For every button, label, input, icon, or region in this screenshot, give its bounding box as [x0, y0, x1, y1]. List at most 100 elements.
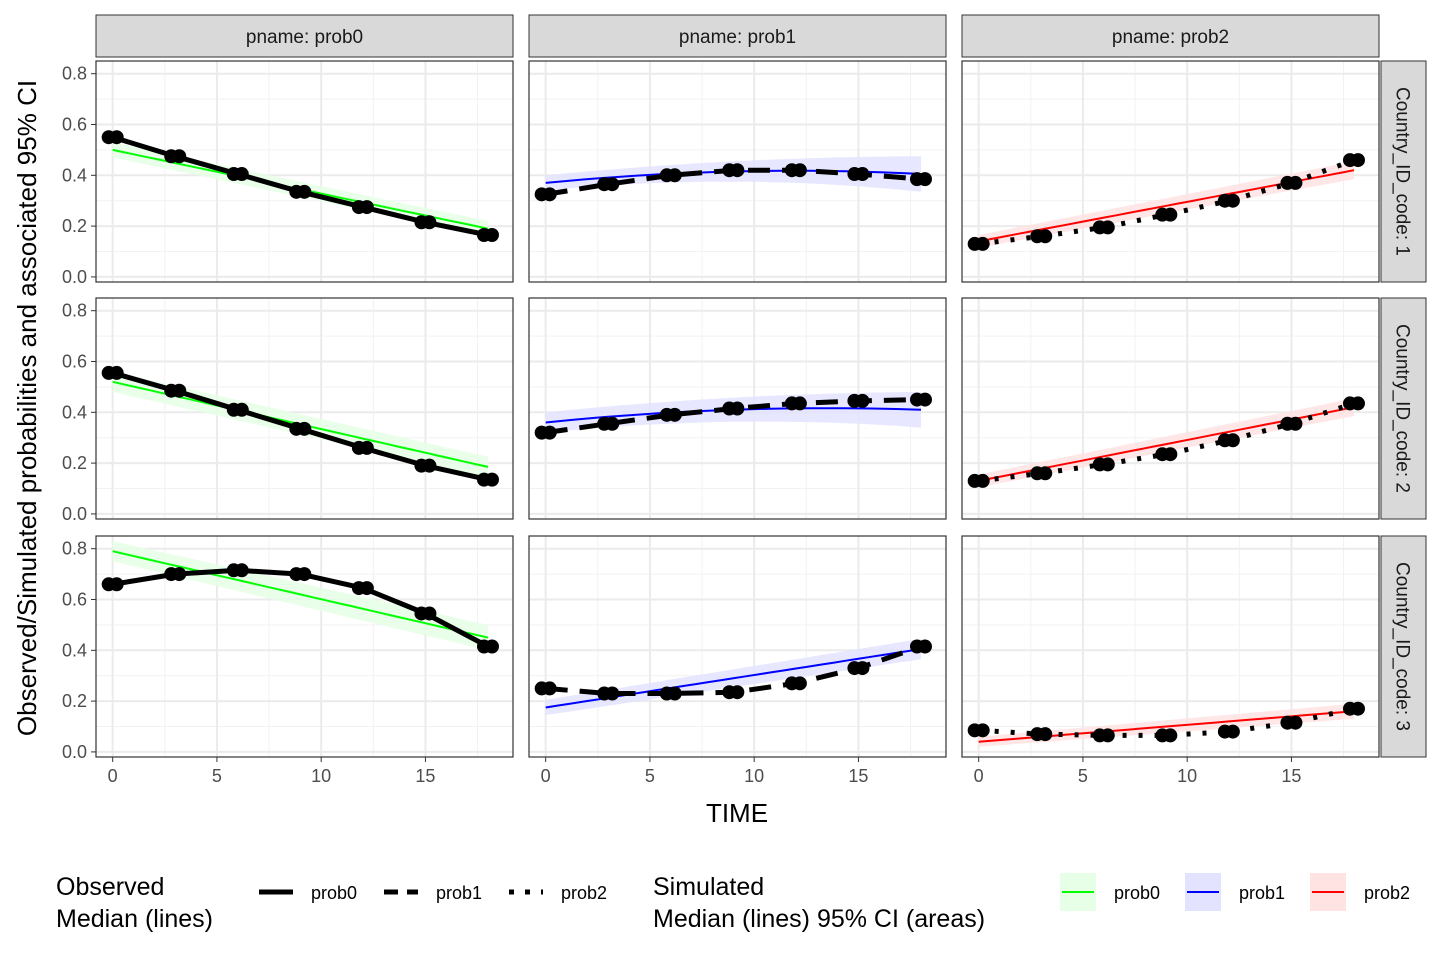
- observed-point: [917, 639, 932, 654]
- observed-point: [1100, 220, 1115, 235]
- panel-row3-prob1: 0 5 10 15: [528, 535, 947, 786]
- observed-point: [542, 681, 557, 696]
- x-tick-label: 0: [974, 766, 984, 786]
- observed-point: [359, 581, 374, 596]
- observed-point: [1163, 207, 1178, 222]
- observed-point: [855, 167, 870, 182]
- observed-point: [297, 567, 312, 582]
- observed-point: [1225, 724, 1240, 739]
- panel-row2-prob2: [961, 297, 1380, 520]
- strip-background: [95, 14, 514, 58]
- observed-point: [172, 567, 187, 582]
- panel-border: [528, 535, 947, 758]
- observed-point: [1038, 466, 1053, 481]
- observed-point: [1225, 433, 1240, 448]
- observed-point: [109, 365, 124, 380]
- observed-point: [484, 228, 499, 243]
- y-tick-label: 0.4: [62, 165, 87, 185]
- y-tick-label: 0.0: [62, 504, 87, 524]
- strip-label: Country_ID_code: 3: [1392, 562, 1413, 731]
- observed-point: [855, 393, 870, 408]
- observed-point: [667, 407, 682, 422]
- observed-point: [792, 163, 807, 178]
- observed-point: [1038, 727, 1053, 742]
- observed-point: [792, 676, 807, 691]
- observed-point: [109, 577, 124, 592]
- observed-point: [234, 167, 249, 182]
- y-tick-label: 0.6: [62, 352, 87, 372]
- observed-point: [422, 215, 437, 230]
- observed-point: [359, 440, 374, 455]
- observed-point: [855, 661, 870, 676]
- panel-background: [96, 61, 513, 282]
- panel-row3-prob0: 0.0 0.2 0.4 0.6 0.8 0 5 10 15: [62, 535, 514, 786]
- y-axis-title: Observed/Simulated probabilities and ass…: [12, 80, 42, 736]
- y-tick-label: 0.2: [62, 216, 87, 236]
- panel-row2-prob0: 0.0 0.2 0.4 0.6 0.8: [62, 297, 514, 524]
- observed-point: [1350, 701, 1365, 716]
- observed-point: [1288, 175, 1303, 190]
- panel-row1-prob0: 0.0 0.2 0.4 0.6 0.8: [62, 60, 514, 287]
- observed-point: [359, 200, 374, 215]
- observed-point: [667, 168, 682, 183]
- observed-point: [234, 563, 249, 578]
- observed-point: [1100, 728, 1115, 743]
- observed-point: [730, 401, 745, 416]
- observed-point: [1100, 457, 1115, 472]
- row-strip-3: Country_ID_code: 3: [1380, 535, 1427, 758]
- y-tick-label: 0.4: [62, 402, 87, 422]
- observed-point: [605, 416, 620, 431]
- observed-point: [1350, 396, 1365, 411]
- legend-observed-item-prob0: prob0: [259, 883, 357, 903]
- observed-point: [917, 172, 932, 187]
- observed-point: [172, 383, 187, 398]
- observed-point: [975, 236, 990, 251]
- y-tick-label: 0.4: [62, 640, 87, 660]
- legend-simulated-item-prob2: prob2: [1310, 873, 1410, 911]
- legend-observed: Observed Median (lines) prob0 prob1 prob2: [56, 873, 607, 933]
- legend-simulated-item-prob1: prob1: [1185, 873, 1285, 911]
- legend-simulated: Simulated Median (lines) 95% CI (areas) pr…: [653, 873, 1410, 933]
- column-strip-prob0: pname: prob0: [95, 14, 514, 58]
- strip-label: Country_ID_code: 1: [1392, 87, 1413, 256]
- panel-border: [95, 535, 514, 758]
- x-axis-title: TIME: [706, 798, 768, 828]
- observed-point: [422, 458, 437, 473]
- legend-label: prob0: [311, 883, 357, 903]
- y-tick-label: 0.8: [62, 539, 87, 559]
- strip-label: pname: prob2: [1112, 27, 1229, 48]
- observed-point: [975, 473, 990, 488]
- x-tick-label: 15: [848, 766, 868, 786]
- legend-label: prob2: [1364, 883, 1410, 903]
- y-tick-label: 0.6: [62, 115, 87, 135]
- column-strip-prob1: pname: prob1: [528, 14, 947, 58]
- simulated-ci-band: [112, 541, 488, 651]
- strip-background: [1380, 60, 1427, 283]
- simulated-ci-band: [545, 638, 921, 716]
- observed-point: [172, 149, 187, 164]
- observed-point: [109, 130, 124, 145]
- x-tick-label: 10: [311, 766, 331, 786]
- x-tick-label: 15: [1281, 766, 1301, 786]
- strip-background: [1380, 297, 1427, 520]
- x-tick-label: 15: [415, 766, 435, 786]
- simulated-ci-band: [978, 398, 1354, 488]
- panel-border: [528, 297, 947, 520]
- observed-point: [1225, 193, 1240, 208]
- strip-background: [1380, 535, 1427, 758]
- y-tick-label: 0.8: [62, 301, 87, 321]
- row-strip-2: Country_ID_code: 2: [1380, 297, 1427, 520]
- x-tick-label: 10: [1177, 766, 1197, 786]
- simulated-median-line: [112, 550, 489, 639]
- x-tick-label: 0: [541, 766, 551, 786]
- y-tick-label: 0.8: [62, 64, 87, 84]
- panel-border: [961, 535, 1380, 758]
- observed-point: [605, 177, 620, 192]
- strip-label: pname: prob1: [679, 27, 796, 48]
- legend-label: prob1: [436, 883, 482, 903]
- observed-point: [422, 606, 437, 621]
- strip-label: Country_ID_code: 2: [1392, 324, 1413, 493]
- x-tick-label: 5: [212, 766, 222, 786]
